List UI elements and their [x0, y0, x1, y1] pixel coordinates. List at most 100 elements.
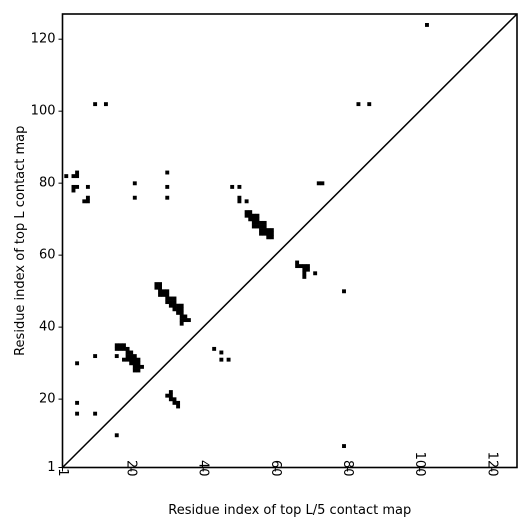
contact-point — [230, 184, 235, 189]
contact-point — [136, 357, 141, 362]
contact-point — [75, 174, 80, 179]
contact-point — [302, 267, 307, 272]
contact-point — [132, 364, 137, 369]
contact-point — [140, 364, 144, 369]
contact-point — [132, 368, 137, 373]
contact-point — [342, 289, 346, 294]
contact-point — [85, 199, 90, 204]
contact-point — [125, 354, 130, 359]
contact-point — [168, 303, 173, 308]
contact-point — [219, 350, 224, 355]
contact-point — [172, 303, 177, 308]
contact-point — [255, 213, 260, 218]
contact-point — [266, 235, 271, 240]
contact-point — [132, 361, 137, 366]
contact-point — [179, 303, 184, 308]
contact-point — [158, 285, 162, 290]
contact-point — [85, 195, 90, 200]
contact-point — [179, 314, 184, 319]
contact-point — [186, 318, 191, 323]
contact-point — [244, 210, 249, 215]
contact-point — [132, 195, 137, 200]
x-tick-label: 40 — [196, 460, 211, 477]
contact-point — [259, 228, 263, 233]
contact-point — [367, 102, 372, 107]
x-tick-label: 20 — [124, 460, 139, 477]
contact-point — [114, 346, 119, 351]
contact-point — [158, 282, 162, 287]
contact-point — [179, 307, 184, 312]
contact-point — [298, 264, 303, 269]
contact-point — [262, 224, 267, 229]
contact-point — [118, 346, 123, 351]
contact-point — [75, 411, 80, 416]
contact-point — [302, 271, 307, 276]
contact-point — [179, 321, 184, 326]
contact-point — [129, 357, 134, 362]
contact-point — [165, 195, 170, 200]
contact-point — [237, 184, 242, 189]
contact-point — [295, 260, 300, 265]
diagonal-line — [61, 13, 518, 469]
contact-point — [305, 267, 310, 272]
contact-point — [71, 188, 76, 193]
contact-point — [114, 433, 119, 438]
contact-point — [103, 102, 108, 107]
contact-point — [320, 181, 325, 186]
contact-point — [237, 195, 242, 200]
contact-point — [168, 296, 173, 301]
contact-point — [342, 444, 346, 449]
contact-point — [302, 264, 307, 269]
contact-point — [251, 217, 256, 222]
y-tick-label: 60 — [39, 248, 56, 263]
contact-point — [125, 357, 130, 362]
y-tick-label: 20 — [39, 392, 56, 407]
contact-point — [248, 217, 253, 222]
contact-point — [129, 350, 134, 355]
contact-point — [114, 354, 119, 359]
contact-point — [122, 346, 126, 351]
contact-point — [172, 307, 177, 312]
contact-point — [168, 393, 173, 398]
contact-point — [237, 199, 242, 204]
contact-point — [165, 184, 170, 189]
contact-point — [161, 292, 166, 297]
contact-point — [262, 228, 267, 233]
contact-point — [295, 264, 300, 269]
x-tick-label: 100 — [412, 452, 427, 477]
contact-point — [269, 228, 274, 233]
contact-point — [136, 364, 141, 369]
contact-point — [172, 296, 177, 301]
contact-point — [165, 300, 170, 305]
contact-point — [176, 310, 181, 315]
contact-point — [93, 102, 98, 107]
contact-point — [118, 343, 123, 348]
y-tick-label: 40 — [39, 320, 56, 335]
contact-point — [305, 264, 310, 269]
contact-point — [93, 411, 98, 416]
contact-point — [165, 292, 170, 297]
contact-point — [244, 199, 249, 204]
contact-point — [251, 213, 256, 218]
contact-point — [356, 102, 361, 107]
contact-point — [125, 346, 130, 351]
contact-point — [132, 181, 137, 186]
contact-point — [179, 318, 184, 323]
contact-point — [122, 357, 126, 362]
contact-point — [259, 224, 263, 229]
x-tick-label: 60 — [268, 460, 283, 477]
contact-point — [75, 361, 80, 366]
contact-point — [136, 361, 141, 366]
contact-points — [64, 23, 429, 449]
contact-point — [172, 397, 177, 402]
contact-point — [168, 300, 173, 305]
contact-point — [129, 361, 134, 366]
contact-point — [269, 231, 274, 236]
contact-point — [255, 217, 260, 222]
x-tick-label: 1 — [55, 468, 70, 476]
contact-point — [212, 346, 217, 351]
contact-point — [316, 181, 321, 186]
x-axis: 1 20 40 60 80 100 120 — [55, 452, 499, 477]
x-tick-label: 80 — [340, 460, 355, 477]
contact-point — [64, 174, 69, 179]
